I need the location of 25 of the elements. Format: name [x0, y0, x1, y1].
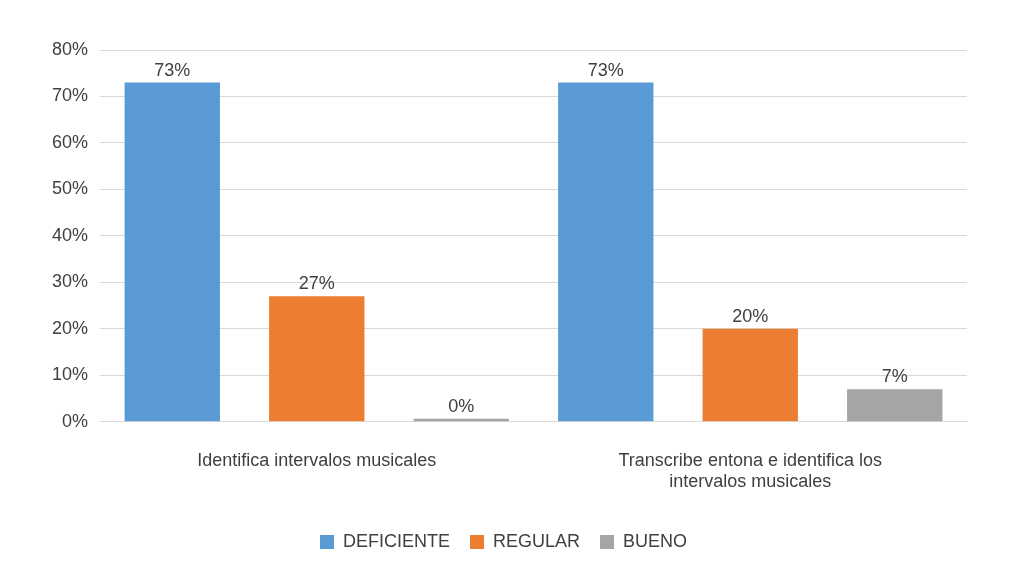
data-label: 7% — [881, 366, 908, 387]
legend-label: REGULAR — [492, 530, 581, 551]
bar — [558, 82, 654, 422]
data-label: 73% — [154, 59, 191, 80]
x-tick-label: Transcribe entona e identifica los intervalos musicales — [618, 449, 882, 492]
data-label: 73% — [587, 59, 624, 80]
legend-label: BUENO — [623, 530, 688, 551]
bar — [269, 296, 365, 422]
y-tick-label: 40% — [52, 224, 89, 245]
y-tick-label: 20% — [52, 317, 89, 338]
legend-label: DEFICIENTE — [342, 530, 450, 551]
data-label: 0% — [448, 395, 475, 416]
y-tick-label: 10% — [52, 364, 89, 385]
data-label: 27% — [298, 273, 335, 294]
bar — [847, 389, 943, 422]
y-tick-label: 50% — [52, 178, 89, 199]
y-tick-label: 70% — [52, 85, 89, 106]
x-tick-label: Identifica intervalos musicales — [197, 449, 437, 470]
y-tick-label: 60% — [52, 131, 89, 152]
bar — [124, 82, 220, 422]
data-label: 20% — [732, 305, 769, 326]
bar — [702, 328, 798, 422]
y-tick-label: 80% — [52, 38, 89, 59]
y-tick-label: 0% — [62, 410, 89, 431]
y-tick-label: 30% — [52, 271, 89, 292]
